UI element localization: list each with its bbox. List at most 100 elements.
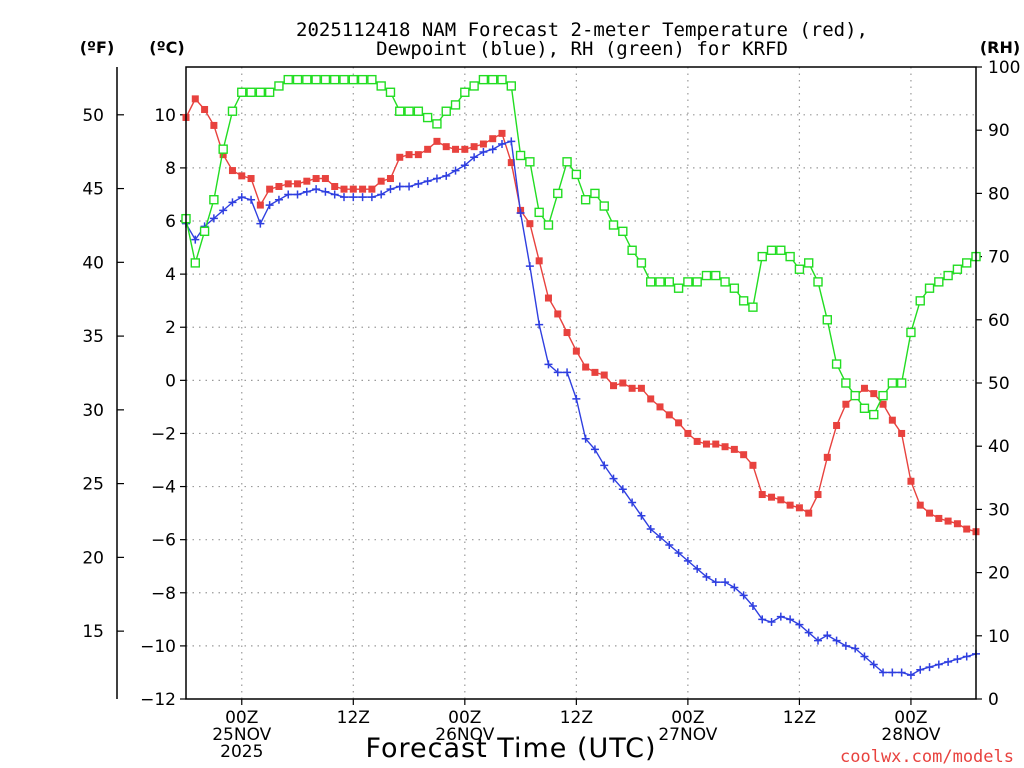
rh-point [580, 195, 591, 205]
rh-tick-label: 70 [988, 248, 1010, 268]
dewpoint-point [553, 368, 562, 377]
rh-point [237, 87, 247, 97]
temperature-point [489, 135, 497, 143]
rh-tick-label: 60 [988, 311, 1010, 331]
temperature-point [535, 257, 543, 265]
rh-point [515, 150, 526, 161]
rh-point [822, 315, 832, 325]
celsius-tick-label: −12 [140, 690, 176, 710]
rh-point [831, 359, 842, 369]
dewpoint-point [869, 660, 878, 669]
rh-point [534, 207, 544, 218]
dewpoint-point [302, 187, 311, 196]
rh-point [330, 74, 340, 85]
rh-point [460, 87, 470, 97]
dewpoint-point [544, 360, 553, 369]
rh-point [227, 106, 238, 116]
dewpoint-point [730, 583, 739, 592]
temperature-point [944, 517, 952, 525]
temperature-point [544, 294, 552, 302]
temperature-series [182, 95, 980, 536]
temperature-point [823, 453, 831, 461]
dewpoint-point [572, 394, 581, 403]
x-tick-label: 25NOV [212, 725, 271, 745]
dewpoint-point [841, 641, 850, 650]
rh-point [497, 74, 507, 85]
dewpoint-point [535, 320, 544, 329]
rh-point [255, 87, 266, 97]
dewpoint-point [702, 572, 711, 581]
temperature-point [665, 411, 673, 419]
celsius-tick-label: 0 [165, 371, 176, 391]
dewpoint-point [330, 190, 339, 199]
rh-point [794, 264, 805, 274]
rh-point [422, 112, 433, 123]
dewpoint-point [906, 671, 915, 680]
dewpoint-point [646, 525, 655, 534]
dewpoint-point [897, 668, 906, 677]
temperature-point [554, 310, 562, 318]
temperature-point [758, 491, 766, 499]
rh-tick-label: 20 [988, 564, 1010, 584]
x-tick-label: 2025 [220, 742, 263, 762]
rh-point [720, 277, 730, 287]
rh-point [850, 390, 860, 401]
dewpoint-point [395, 182, 404, 191]
dewpoint-point [312, 185, 321, 194]
x-tick-label: 12Z [337, 708, 370, 728]
rh-point [655, 277, 665, 287]
temperature-point [405, 151, 413, 159]
temperature-point [712, 440, 720, 448]
rh-point [748, 302, 758, 312]
rh-point [385, 87, 396, 97]
fahrenheit-tick-label: 45 [82, 180, 104, 200]
celsius-tick-label: 2 [165, 318, 176, 338]
gridlines [186, 67, 976, 699]
temperature-point [340, 185, 348, 193]
rh-point [646, 277, 656, 287]
rh-point [915, 296, 925, 306]
temperature-point [953, 520, 961, 528]
x-tick-label: 12Z [560, 708, 593, 728]
dewpoint-point [953, 655, 962, 664]
rh-tick-label: 100 [988, 58, 1020, 78]
dewpoint-point [665, 540, 674, 549]
rh-series [181, 74, 981, 420]
rh-point [618, 226, 628, 237]
dewpoint-point [767, 617, 776, 626]
rh-point [804, 258, 814, 268]
rh-point [729, 283, 740, 293]
temperature-point [498, 129, 506, 137]
rh-point [608, 220, 619, 230]
dewpoint-point [247, 195, 256, 204]
rh-point [627, 245, 637, 255]
chart-title-line-1: 2025112418 NAM Forecast 2-meter Temperat… [296, 19, 868, 41]
rh-point [859, 403, 870, 413]
rh-point [571, 169, 582, 180]
temperature-point [331, 182, 339, 190]
temperature-point [461, 145, 469, 153]
temperature-point [414, 151, 422, 159]
dewpoint-point [563, 368, 572, 377]
rh-tick-label: 80 [988, 184, 1010, 204]
temperature-point [702, 440, 710, 448]
temperature-point [898, 429, 906, 437]
rh-tick-label: 90 [988, 121, 1010, 141]
temperature-point [749, 461, 757, 469]
temperature-point [786, 501, 794, 509]
rh-point [525, 157, 535, 167]
dewpoint-point [823, 631, 832, 640]
fahrenheit-tick-label: 30 [82, 401, 104, 421]
temperature-point [879, 400, 887, 408]
dewpoint-point [191, 235, 200, 244]
dewpoint-point [377, 190, 386, 199]
temperature-point [963, 525, 971, 533]
dewpoint-point [516, 209, 525, 218]
rh-point [878, 390, 888, 401]
dewpoint-point [637, 511, 646, 520]
temperature-point [768, 493, 776, 501]
dewpoint-point [962, 652, 971, 661]
celsius-unit-label: (ºC) [149, 38, 184, 57]
rh-point [311, 74, 321, 85]
